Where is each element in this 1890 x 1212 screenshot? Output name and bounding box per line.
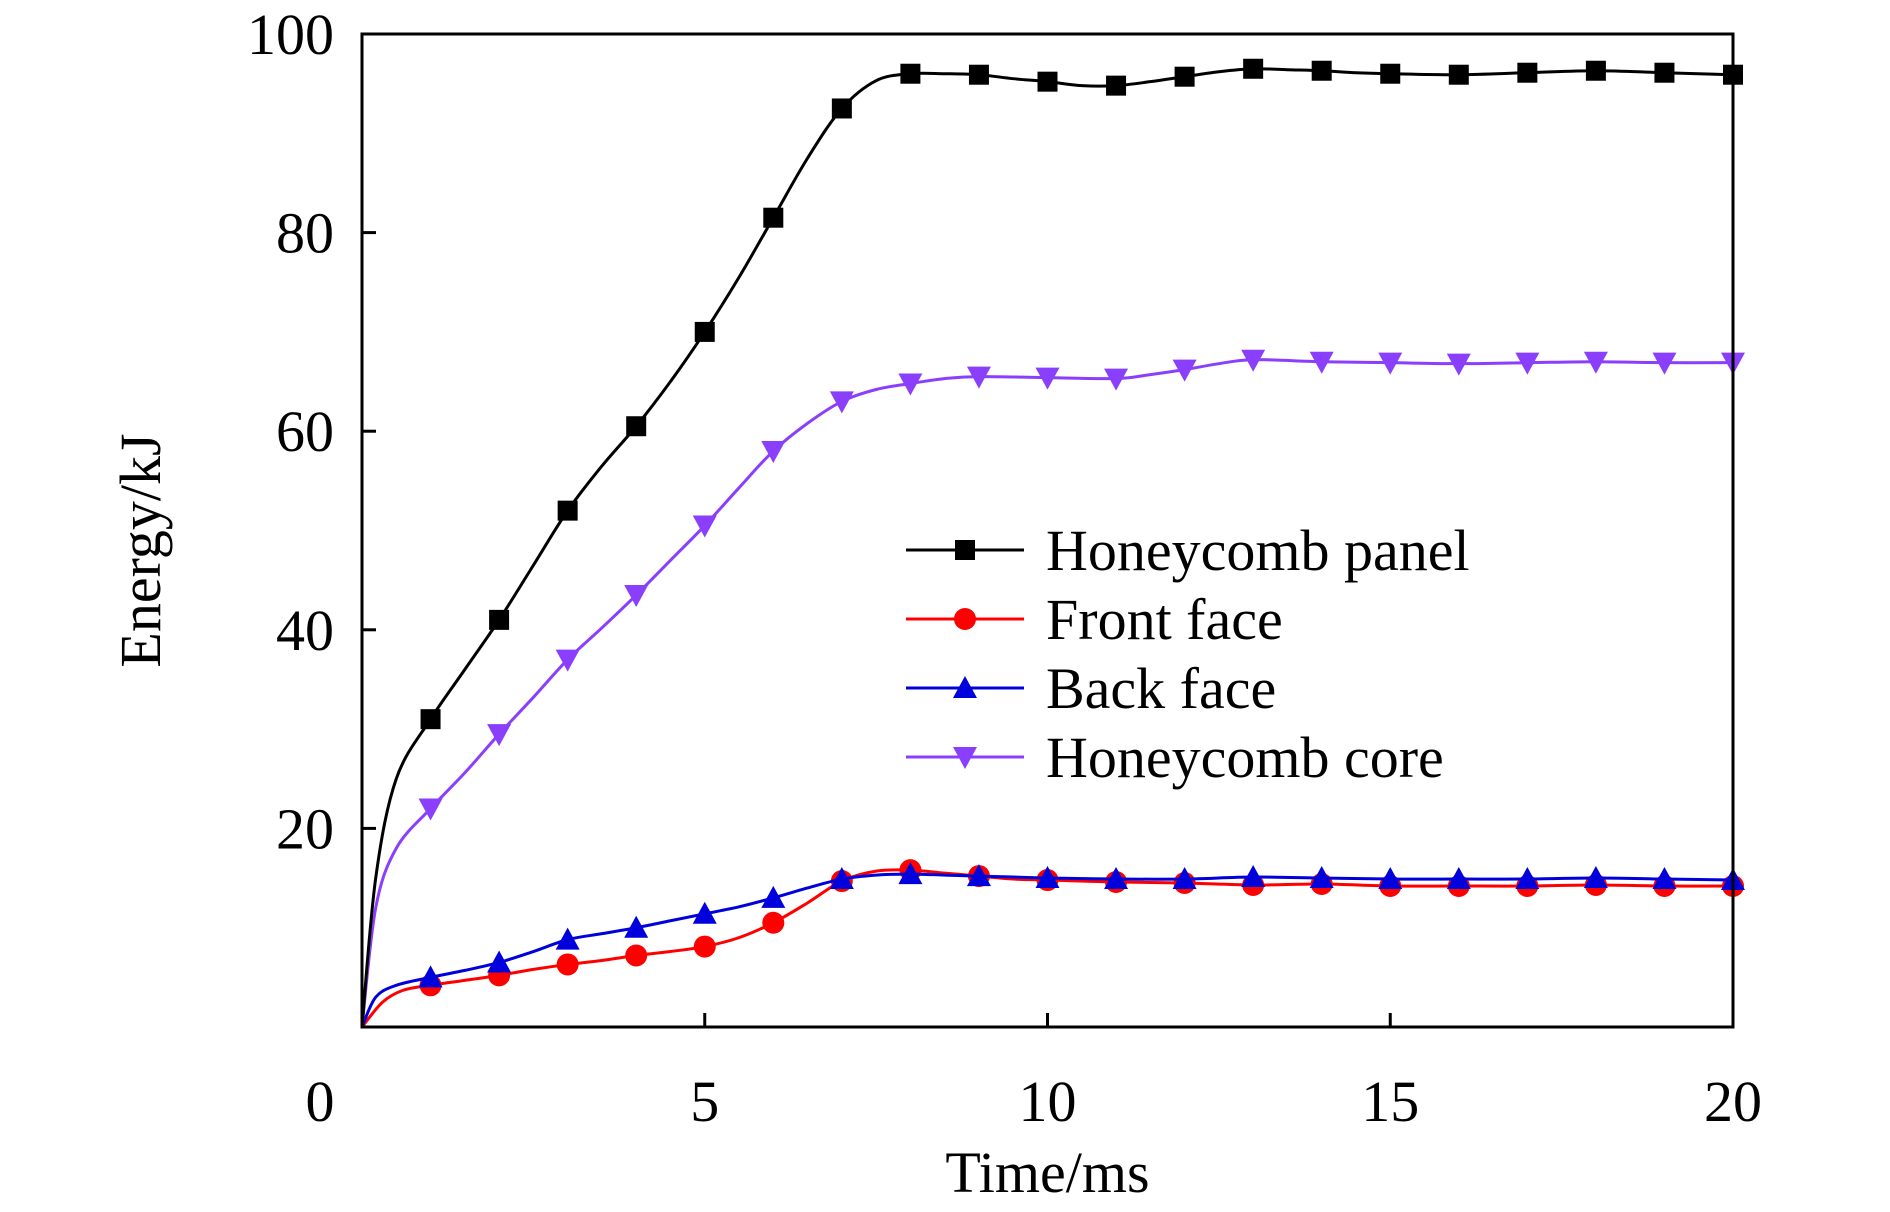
data-point-honeycomb-panel: [1106, 75, 1127, 96]
data-point-honeycomb-panel: [831, 98, 852, 119]
y-axis-title: Energy/kJ: [108, 433, 173, 667]
data-point-honeycomb-core: [1104, 368, 1129, 391]
data-point-honeycomb-panel: [420, 709, 441, 730]
data-point-front-face: [556, 953, 579, 976]
legend-label: Honeycomb panel: [1046, 518, 1470, 583]
x-tick-label: 5: [690, 1069, 719, 1134]
data-point-front-face: [693, 935, 716, 958]
legend-item-back-face: Back face: [906, 656, 1276, 721]
data-point-back-face: [1241, 865, 1266, 888]
legend-marker: [954, 608, 976, 630]
series-line-back-face: [360, 872, 1734, 1028]
y-tick-label: 60: [276, 399, 334, 464]
data-point-honeycomb-core: [1583, 351, 1608, 374]
series-back-face: [360, 862, 1745, 1028]
data-point-back-face: [624, 915, 649, 938]
data-point-honeycomb-core: [418, 798, 443, 821]
y-tick-label: 20: [276, 796, 334, 861]
data-point-back-face: [692, 901, 717, 924]
data-point-back-face: [966, 864, 991, 887]
y-tick-label: 80: [276, 201, 334, 266]
data-point-honeycomb-core: [1309, 351, 1334, 374]
legend-label: Back face: [1046, 656, 1276, 721]
y-tick-label: 100: [247, 2, 334, 67]
legend-marker: [953, 676, 977, 698]
data-point-honeycomb-panel: [1311, 60, 1332, 81]
data-point-back-face: [1104, 867, 1129, 890]
legend-item-honeycomb-panel: Honeycomb panel: [906, 518, 1470, 583]
series-layer: [360, 58, 1745, 1028]
data-point-honeycomb-core: [761, 441, 786, 464]
data-point-honeycomb-core: [555, 649, 580, 672]
legend-marker: [953, 747, 977, 769]
data-point-honeycomb-core: [624, 585, 649, 608]
data-point-back-face: [1583, 866, 1608, 889]
data-point-back-face: [1378, 867, 1403, 890]
data-point-honeycomb-panel: [1654, 62, 1675, 83]
legend-label: Front face: [1046, 587, 1283, 652]
x-axis-title: Time/ms: [945, 1140, 1149, 1205]
x-tick-label-origin: 0: [306, 1069, 335, 1134]
data-point-honeycomb-core: [1241, 349, 1266, 372]
data-point-honeycomb-core: [1172, 359, 1197, 382]
data-point-honeycomb-panel: [694, 321, 715, 342]
data-point-honeycomb-panel: [1037, 71, 1058, 92]
data-point-back-face: [487, 950, 512, 973]
data-point-honeycomb-panel: [1380, 63, 1401, 84]
data-point-honeycomb-panel: [900, 63, 921, 84]
data-point-back-face: [1652, 867, 1677, 890]
data-point-back-face: [1035, 866, 1060, 889]
data-point-honeycomb-core: [1652, 352, 1677, 375]
x-tick-label: 10: [1019, 1069, 1077, 1134]
series-honeycomb-core: [360, 349, 1745, 1028]
data-point-back-face: [1172, 867, 1197, 890]
data-point-honeycomb-core: [1035, 367, 1060, 390]
data-point-honeycomb-panel: [1448, 64, 1469, 85]
data-point-honeycomb-core: [1515, 352, 1540, 375]
data-point-honeycomb-panel: [1243, 58, 1264, 79]
data-point-back-face: [829, 867, 854, 890]
data-point-honeycomb-core: [966, 366, 991, 389]
data-point-honeycomb-panel: [1174, 66, 1195, 87]
x-tick-label: 15: [1361, 1069, 1419, 1134]
data-point-honeycomb-panel: [626, 416, 647, 437]
legend-marker: [955, 540, 975, 560]
data-point-honeycomb-panel: [1517, 62, 1538, 83]
data-point-back-face: [898, 862, 923, 885]
x-tick-label: 20: [1704, 1069, 1762, 1134]
data-point-honeycomb-panel: [968, 64, 989, 85]
data-point-back-face: [761, 885, 786, 908]
data-point-back-face: [418, 965, 443, 988]
data-point-honeycomb-core: [487, 724, 512, 747]
data-point-honeycomb-panel: [557, 500, 578, 521]
data-point-honeycomb-panel: [1585, 60, 1606, 81]
data-point-back-face: [1515, 867, 1540, 890]
legend-item-honeycomb-core: Honeycomb core: [906, 725, 1444, 790]
y-tick-label: 40: [276, 598, 334, 663]
data-point-back-face: [1446, 867, 1471, 890]
data-point-back-face: [555, 927, 580, 950]
data-point-back-face: [1309, 866, 1334, 889]
axis-ticks: 0 5 10 15 20 20 40 60 80 100: [247, 2, 1762, 1134]
data-point-honeycomb-panel: [489, 609, 510, 630]
data-point-front-face: [762, 911, 785, 934]
series-line-honeycomb-panel: [360, 67, 1734, 1028]
data-point-honeycomb-panel: [763, 207, 784, 228]
data-point-honeycomb-core: [1446, 353, 1471, 376]
legend-label: Honeycomb core: [1046, 725, 1444, 790]
data-point-honeycomb-core: [1378, 352, 1403, 375]
data-point-front-face: [625, 944, 648, 967]
data-point-honeycomb-core: [692, 515, 717, 538]
data-point-honeycomb-core: [898, 373, 923, 396]
legend-item-front-face: Front face: [906, 587, 1283, 652]
series-honeycomb-panel: [360, 58, 1743, 1028]
data-point-honeycomb-core: [829, 391, 854, 414]
